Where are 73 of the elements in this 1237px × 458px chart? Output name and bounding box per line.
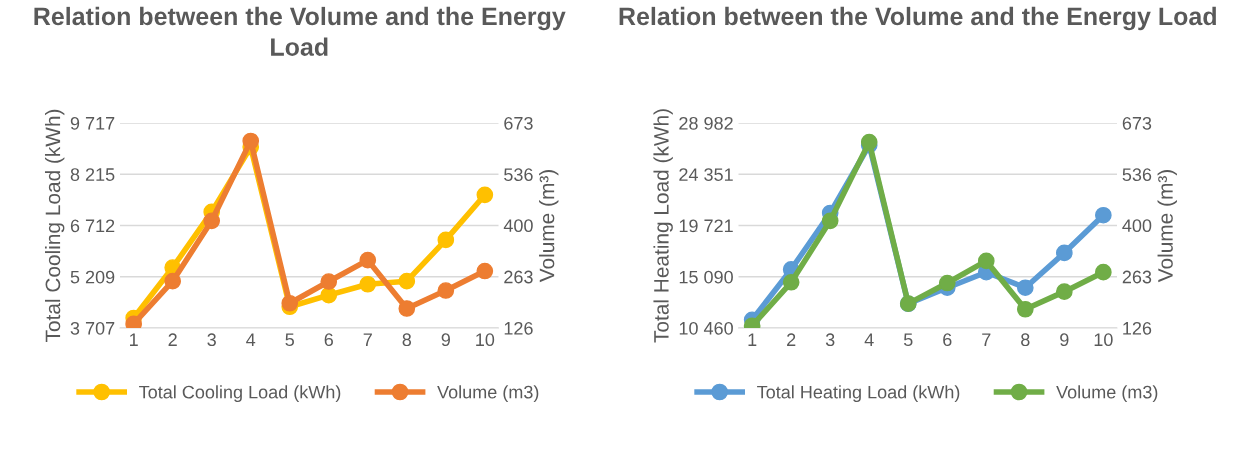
y-tick-label: 28 982 (679, 116, 733, 130)
point (938, 274, 956, 292)
y2-tick-label: 673 (1122, 116, 1152, 130)
chart-title: Relation between the Volume and the Energy Load (619, 6, 1216, 31)
point (476, 186, 494, 204)
point (1016, 300, 1034, 318)
legend-label: Volume (m3) (1056, 385, 1158, 403)
point (1095, 206, 1112, 224)
x-tick-label: 7 (363, 333, 372, 346)
y2-tick-label: 400 (1122, 219, 1152, 233)
x-tick-label: 8 (1021, 333, 1030, 347)
x-tick-label: 6 (324, 333, 333, 347)
y-tick-label: 15 090 (679, 270, 733, 284)
x-tick-label: 3 (207, 333, 216, 347)
x-tick-label: 10 (476, 333, 495, 347)
point (320, 273, 338, 290)
point (1055, 244, 1073, 262)
point (821, 212, 839, 230)
y2-tick-label: 126 (1123, 321, 1152, 335)
y2-tick-label: 263 (1122, 270, 1152, 284)
y-axis-title: Total Heating Load (kWh) (653, 109, 673, 343)
chart-title: Relation between the Volume and the Energy Load (34, 6, 566, 56)
x-tick-label: 4 (864, 333, 874, 346)
y2-tick-label: 536 (1122, 168, 1152, 182)
point (782, 273, 800, 291)
point (977, 252, 995, 270)
x-tick-label: 1 (130, 333, 138, 346)
x-tick-label: 6 (943, 333, 952, 347)
x-tick-label: 2 (787, 333, 796, 346)
x-tick-label: 8 (402, 333, 412, 347)
point (437, 282, 455, 299)
y2-axis-title: Volume (m³) (539, 170, 559, 283)
point (1016, 279, 1034, 297)
y-axis-title: Total Cooling Load (kWh) (44, 109, 65, 342)
legend-label: Volume (m3) (437, 385, 539, 403)
point (281, 294, 299, 312)
x-tick-label: 7 (982, 333, 991, 346)
point (1055, 283, 1073, 300)
y-tick-label: 10 460 (679, 321, 733, 335)
point (437, 231, 455, 249)
point (1095, 263, 1112, 281)
y-tick-label: 9 717 (70, 116, 115, 130)
point (359, 275, 377, 293)
y-tick-label: 24 351 (679, 168, 733, 181)
x-tick-label: 5 (285, 333, 294, 347)
x-tick-label: 2 (168, 333, 177, 346)
point (164, 272, 182, 290)
x-tick-label: 4 (246, 333, 256, 346)
y2-tick-label: 263 (504, 270, 533, 284)
x-tick-label: 1 (748, 333, 757, 346)
x-tick-label: 3 (825, 333, 835, 347)
x-tick-label: 10 (1094, 333, 1113, 347)
y-tick-label: 8 215 (70, 168, 115, 181)
point (398, 272, 416, 290)
y2-tick-label: 673 (504, 116, 533, 130)
y-tick-label: 5 209 (70, 270, 115, 284)
y-tick-label: 19 721 (679, 219, 733, 233)
x-tick-label: 9 (441, 333, 450, 347)
y2-tick-label: 536 (504, 168, 533, 182)
point (476, 262, 494, 280)
y2-axis-title: Volume (m³) (1157, 170, 1177, 283)
y-tick-label: 3 707 (70, 321, 115, 335)
y-tick-label: 6 712 (70, 219, 115, 233)
legend-label: Total Heating Load (kWh) (757, 385, 960, 403)
x-tick-label: 5 (903, 333, 913, 347)
point (203, 212, 221, 230)
y2-tick-label: 126 (504, 321, 533, 335)
point (242, 132, 260, 150)
legend-label: Total Cooling Load (kWh) (139, 385, 341, 403)
y2-tick-label: 400 (503, 219, 533, 233)
point (398, 300, 416, 317)
x-tick-label: 9 (1060, 333, 1069, 347)
point (359, 251, 377, 269)
